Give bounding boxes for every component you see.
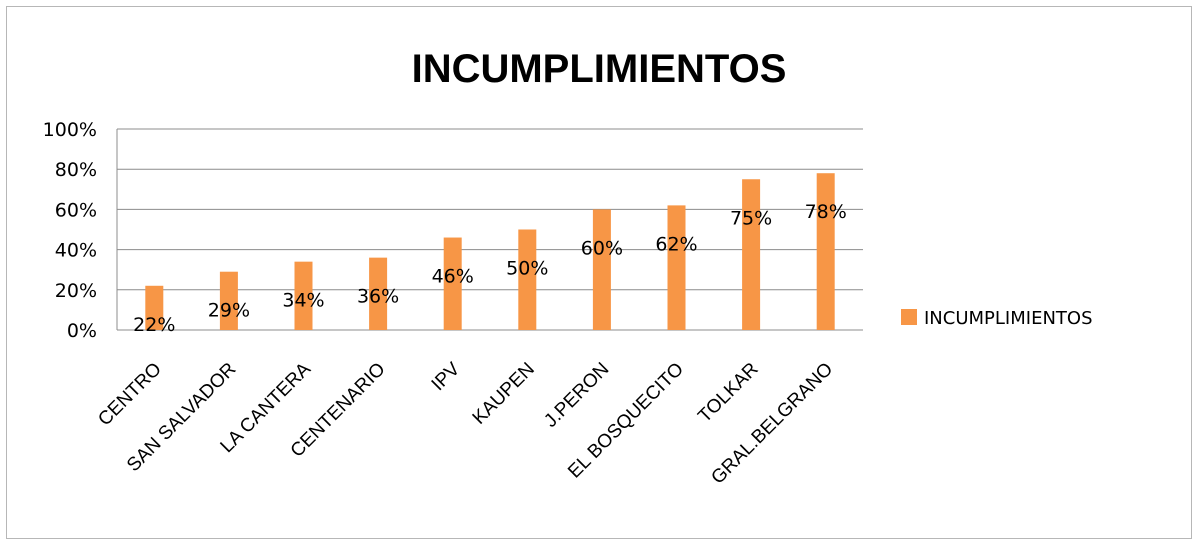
y-tick-label: 40% — [55, 240, 97, 262]
category-label: KAUPEN — [469, 359, 539, 429]
bar — [145, 285, 164, 330]
y-tick-label: 0% — [67, 320, 97, 342]
bar — [592, 209, 611, 330]
bars — [145, 173, 835, 330]
bar-chart: INCUMPLIMIENTOS 0% 20% 40% 60% 80% 100% 22% 29… — [43, 47, 1093, 489]
data-label: 22% — [133, 314, 175, 336]
data-label: 60% — [581, 237, 623, 259]
bar — [667, 205, 686, 330]
y-axis-ticks: 0% 20% 40% 60% 80% 100% — [43, 119, 97, 342]
legend: INCUMPLIMIENTOS — [901, 308, 1093, 329]
bar — [443, 237, 462, 330]
y-tick-label: 80% — [55, 159, 97, 181]
data-label: 50% — [506, 258, 548, 280]
bar — [518, 229, 537, 330]
data-label: 34% — [282, 290, 324, 312]
category-label: TOLKAR — [694, 359, 762, 427]
bar — [294, 261, 313, 330]
data-label: 36% — [357, 286, 399, 308]
chart-frame: INCUMPLIMIENTOS 0% 20% 40% 60% 80% 100% 22% 29… — [6, 6, 1192, 539]
bar — [742, 179, 761, 330]
y-tick-label: 20% — [55, 280, 97, 302]
category-label: J.PERON — [540, 359, 613, 432]
data-label: 78% — [805, 201, 847, 223]
category-label: IPV — [428, 358, 465, 395]
y-tick-label: 60% — [55, 199, 97, 221]
chart-title: INCUMPLIMIENTOS — [412, 47, 787, 91]
grid-lines — [116, 128, 863, 331]
data-label: 29% — [208, 300, 250, 322]
legend-label: INCUMPLIMIENTOS — [924, 308, 1093, 329]
category-label: CENTRO — [94, 359, 166, 431]
bar — [219, 271, 238, 330]
data-label: 46% — [432, 266, 474, 288]
bar — [816, 173, 835, 330]
data-labels: 22% 29% 34% 36% 46% 50% 60% 62% 75% 78% — [133, 201, 847, 336]
data-label: 75% — [730, 207, 772, 229]
legend-swatch — [901, 309, 917, 325]
bar — [369, 257, 388, 330]
data-label: 62% — [655, 233, 697, 255]
category-label: GRAL.BELGRANO — [707, 359, 837, 489]
y-tick-label: 100% — [43, 119, 97, 141]
